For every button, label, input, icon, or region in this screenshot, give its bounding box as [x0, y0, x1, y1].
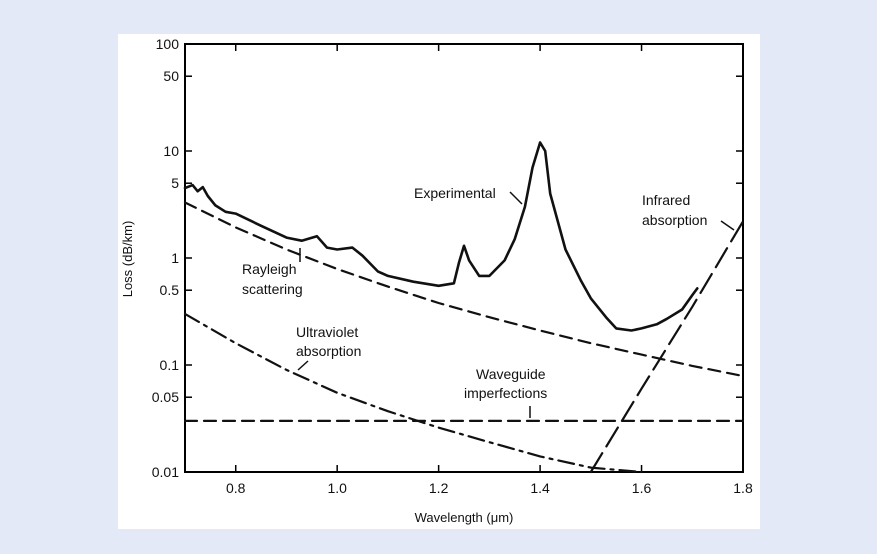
annotation-pointers: [297, 191, 735, 418]
ticks: 0.8 1.0 1.2 1.4 1.6 1.8 0.01 0.05 0.1 0.5 1 5 10 50 10…: [152, 36, 753, 496]
pointer-experimental: [509, 191, 523, 205]
x-tick-label: 0.8: [226, 480, 246, 496]
loss-spectrum-chart: 0.8 1.0 1.2 1.4 1.6 1.8 0.01 0.05 0.1 0.5 1 5 10 50 10…: [120, 36, 753, 525]
x-axis-title: Wavelength (μm): [415, 510, 514, 525]
y-tick-label: 5: [171, 175, 179, 191]
series-line-experimental: [183, 141, 699, 332]
annotation-waveguide-line1: Waveguide: [476, 366, 546, 382]
series-group: [183, 141, 745, 474]
annotation-ir-line1: Infrared: [642, 192, 690, 208]
x-tick-label: 1.8: [733, 480, 753, 496]
y-tick-label: 100: [156, 36, 180, 52]
y-tick-label: 1: [171, 250, 179, 266]
y-tick-label: 0.01: [152, 464, 179, 480]
annotation-uv-line2: absorption: [296, 343, 361, 359]
pointer-infrared: [720, 220, 735, 231]
annotation-waveguide-line2: imperfections: [464, 385, 547, 401]
series-line-rayleigh-scattering: [183, 201, 745, 378]
series-line-infrared-absorption: [589, 220, 745, 474]
x-tick-label: 1.4: [530, 480, 550, 496]
annotation-uv-line1: Ultraviolet: [296, 324, 358, 340]
x-tick-label: 1.6: [632, 480, 652, 496]
plot-frame: [184, 43, 744, 473]
series-line-ultraviolet-absorption: [183, 312, 643, 474]
pointer-ultraviolet: [297, 360, 309, 371]
y-tick-label: 50: [163, 68, 179, 84]
annotation-rayleigh-line2: scattering: [242, 281, 303, 297]
y-tick-label: 0.05: [152, 389, 179, 405]
annotation-rayleigh-line1: Rayleigh: [242, 261, 296, 277]
y-tick-label: 0.5: [160, 282, 180, 298]
annotation-ir-line2: absorption: [642, 212, 707, 228]
y-axis-title: Loss (dB/km): [120, 221, 135, 298]
y-tick-label: 0.1: [160, 357, 180, 373]
figure-card: 0.8 1.0 1.2 1.4 1.6 1.8 0.01 0.05 0.1 0.5 1 5 10 50 10…: [118, 34, 760, 529]
y-tick-label: 10: [163, 143, 179, 159]
x-tick-label: 1.2: [429, 480, 449, 496]
annotation-experimental: Experimental: [414, 185, 496, 201]
x-tick-label: 1.0: [327, 480, 347, 496]
